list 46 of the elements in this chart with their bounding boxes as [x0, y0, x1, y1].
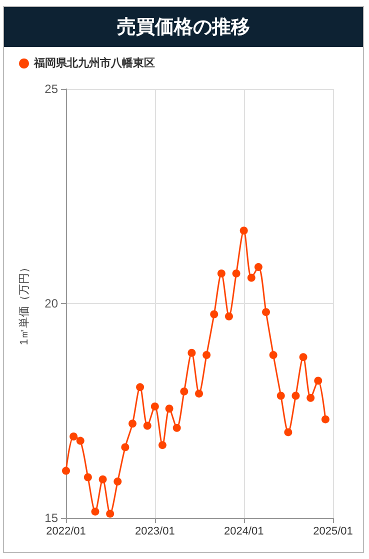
point	[262, 308, 270, 316]
y-tick-label: 25	[44, 82, 58, 96]
point	[247, 274, 256, 282]
y-tick-label: 15	[44, 511, 58, 525]
point	[136, 383, 144, 392]
point	[210, 310, 218, 318]
point	[269, 350, 278, 359]
x-tick-label: 2024/01	[224, 526, 264, 538]
y-axis-title: 1㎡単価（万円）	[18, 262, 30, 346]
point	[84, 473, 92, 482]
legend-label: 福岡県北九州市八幡東区	[33, 56, 155, 70]
point	[224, 312, 233, 320]
point	[98, 475, 107, 484]
point	[299, 353, 308, 362]
chart-title: 売買価格の推移	[4, 7, 363, 47]
point	[76, 436, 84, 445]
point	[70, 432, 78, 440]
point	[217, 269, 226, 278]
point	[284, 428, 292, 436]
point	[91, 508, 100, 516]
point	[150, 402, 159, 410]
point	[232, 269, 240, 278]
point	[306, 394, 315, 402]
x-tick-label: 2025/01	[313, 526, 353, 538]
point	[165, 404, 174, 413]
point	[128, 420, 137, 428]
point	[254, 263, 262, 272]
point	[314, 376, 322, 385]
point	[195, 390, 204, 398]
point	[143, 422, 152, 430]
point	[321, 415, 330, 424]
point	[202, 350, 211, 359]
point	[106, 510, 114, 518]
point	[158, 441, 166, 450]
point	[180, 387, 188, 396]
point	[188, 348, 196, 357]
point	[62, 466, 70, 475]
y-tick-label: 20	[44, 296, 58, 310]
x-tick-label: 2022/01	[46, 526, 86, 538]
x-tick-label: 2023/01	[135, 526, 175, 538]
point	[292, 392, 300, 400]
point	[114, 478, 122, 486]
point	[240, 226, 248, 235]
point	[276, 392, 285, 400]
point	[121, 443, 130, 452]
point	[172, 424, 181, 432]
